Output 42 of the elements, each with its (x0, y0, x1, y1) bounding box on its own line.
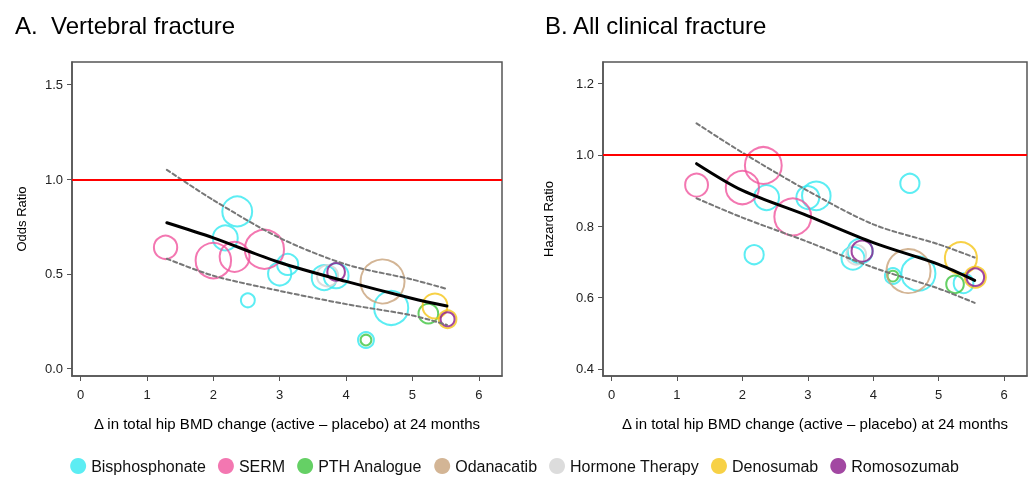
y-axis-title: Odds Ratio (14, 186, 29, 252)
x-tick-label: 5 (408, 387, 417, 402)
line-series (695, 122, 976, 259)
line-series (165, 221, 449, 308)
legend-label: SERM (238, 457, 286, 475)
x-tick-label: 3 (276, 387, 284, 402)
y-tick-label: 0.0 (44, 360, 63, 376)
x-tick-label: 2 (738, 387, 746, 402)
y-tick-label: 1.5 (44, 77, 63, 93)
x-tick-label: 0 (607, 387, 616, 402)
line-series (695, 162, 977, 282)
y-tick-label: 1.0 (44, 171, 63, 187)
legend-label: Denosumab (731, 457, 819, 475)
y-tick-label: 0.8 (575, 218, 594, 234)
y-tick-label: 1.0 (575, 147, 594, 163)
line-series (165, 257, 448, 326)
y-tick-label: 1.2 (575, 75, 594, 91)
x-axis-title: Δ in total hip BMD change (active – placebo) at 24 months (93, 415, 481, 432)
x-tick-label: 1 (143, 387, 151, 402)
x-tick-label: 4 (869, 387, 877, 402)
y-tick-label: 0.6 (575, 290, 594, 305)
chart-title: B. All clinical fracture (545, 11, 767, 39)
y-tick-label: 0.4 (575, 361, 594, 377)
x-tick-label: 5 (935, 387, 943, 402)
x-tick-label: 1 (673, 387, 681, 402)
chart-title: A. Vertebral fracture (15, 11, 236, 39)
y-axis-title: Hazard Ratio (541, 181, 556, 257)
x-tick-label: 4 (342, 387, 350, 402)
x-tick-label: 0 (77, 387, 85, 402)
line-series (165, 168, 448, 290)
legend-label: Hormone Therapy (570, 457, 699, 475)
legend-label: Bisphosphonate (91, 457, 207, 475)
x-tick-label: 6 (475, 387, 483, 402)
legend-label: PTH Analogue (318, 457, 422, 475)
y-tick-label: 0.5 (44, 266, 63, 282)
legend-label: Odanacatib (455, 457, 538, 475)
x-tick-label: 6 (1000, 387, 1008, 402)
line-series (695, 197, 976, 304)
x-tick-label: 2 (209, 387, 217, 402)
x-axis-title: Δ in total hip BMD change (active – placebo) at 24 months (621, 415, 1009, 432)
legend-label: Romosozumab (851, 457, 959, 475)
x-tick-label: 3 (804, 387, 812, 402)
